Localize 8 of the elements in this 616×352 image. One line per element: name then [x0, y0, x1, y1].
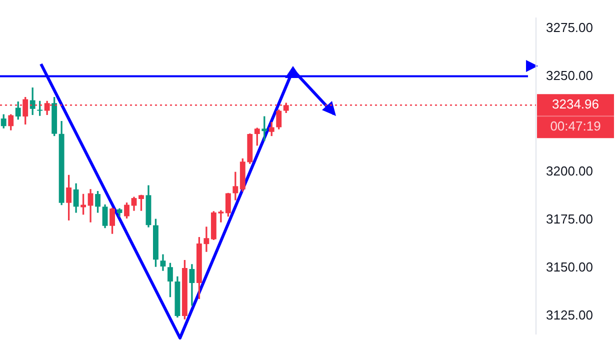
y-tick-label: 3150.00: [546, 260, 593, 275]
y-tick-label: 3250.00: [546, 68, 593, 83]
ref-line-label: 3234.96: [552, 96, 599, 112]
text: 00:47:19: [550, 118, 601, 134]
y-tick-label: 3275.00: [546, 20, 593, 35]
y-tick-label: 3200.00: [546, 164, 593, 179]
y-tick-label: 3125.00: [546, 308, 593, 323]
y-tick-label: 3175.00: [546, 212, 593, 227]
